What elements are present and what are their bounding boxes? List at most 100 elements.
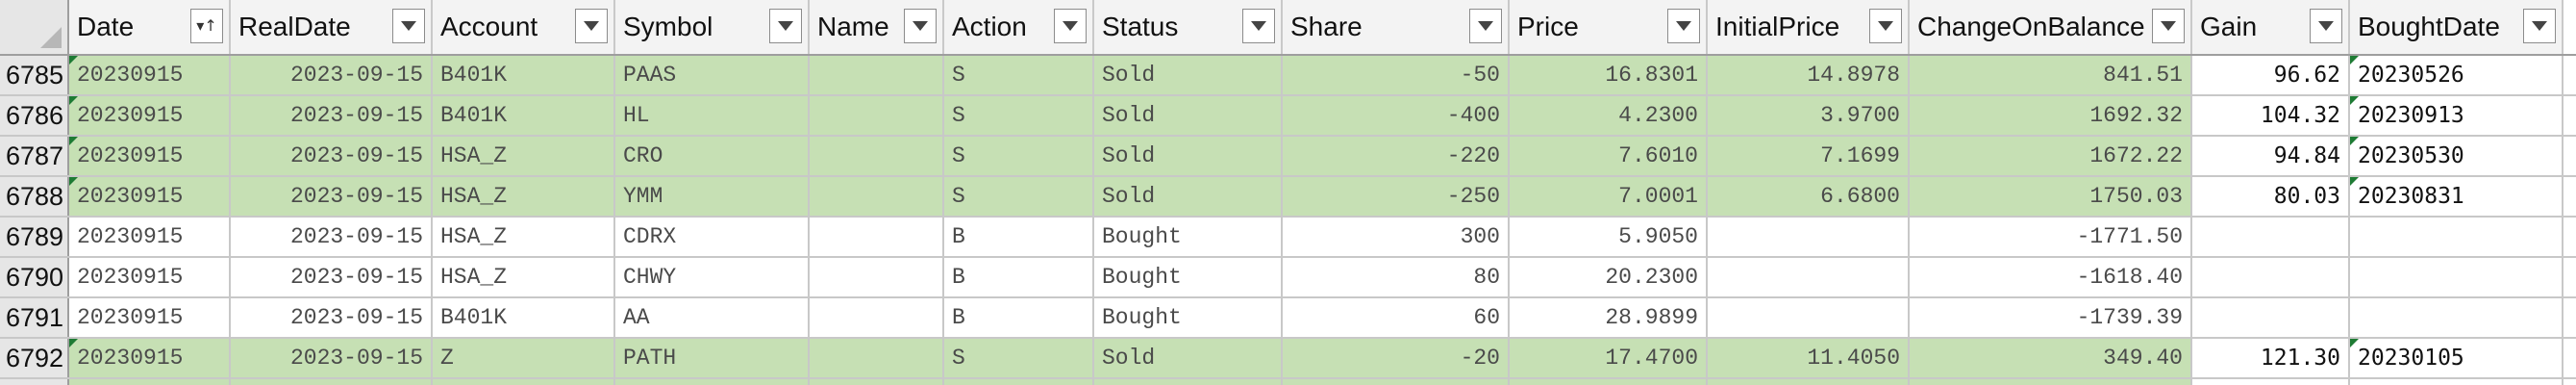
cell-share[interactable]: 80 (1283, 258, 1510, 296)
cell-price[interactable]: 20.2300 (1510, 258, 1708, 296)
cell-realdate[interactable] (231, 379, 433, 385)
cell-boughtdate[interactable]: 20230526 (2350, 56, 2563, 94)
cell-realdate[interactable]: 2023-09-15 (231, 96, 433, 135)
cell-boughtdate[interactable]: 20230105 (2350, 339, 2563, 377)
sort-filter-button[interactable]: ▾↑ (190, 9, 223, 43)
cell-account[interactable]: B401K (433, 298, 615, 337)
column-header-initialprice[interactable]: InitialPrice (1708, 0, 1910, 54)
cell-action[interactable]: S (944, 96, 1094, 135)
cell-symbol[interactable] (615, 379, 810, 385)
cell-boughtdate[interactable] (2350, 298, 2563, 337)
column-header-name[interactable]: Name (810, 0, 944, 54)
filter-dropdown-button[interactable] (1469, 9, 1502, 43)
cell-gain[interactable] (2192, 218, 2350, 256)
cell-status[interactable]: Sold (1094, 177, 1283, 216)
cell-price[interactable]: 7.6010 (1510, 137, 1708, 175)
cell-action[interactable]: S (944, 56, 1094, 94)
select-all-corner[interactable] (0, 0, 69, 54)
cell-gain[interactable]: 96.62 (2192, 56, 2350, 94)
cell-realdate[interactable]: 2023-09-15 (231, 137, 433, 175)
cell-status[interactable]: Sold (1094, 137, 1283, 175)
cell-share[interactable]: 60 (1283, 298, 1510, 337)
cell-price[interactable] (1510, 379, 1708, 385)
cell-boughtdate[interactable] (2350, 379, 2563, 385)
cell-account[interactable]: HSA_Z (433, 258, 615, 296)
filter-dropdown-button[interactable] (2310, 9, 2342, 43)
cell-name[interactable] (810, 379, 944, 385)
cell-name[interactable] (810, 218, 944, 256)
cell-share[interactable]: -50 (1283, 56, 1510, 94)
cell-account[interactable]: HSA_Z (433, 177, 615, 216)
cell-share[interactable]: -400 (1283, 96, 1510, 135)
cell-boughtdate[interactable]: 20230831 (2350, 177, 2563, 216)
cell-initialprice[interactable] (1708, 218, 1910, 256)
filter-dropdown-button[interactable] (1869, 9, 1902, 43)
cell-name[interactable] (810, 56, 944, 94)
cell-gain[interactable]: 94.84 (2192, 137, 2350, 175)
column-header-boughtdate[interactable]: BoughtDate (2350, 0, 2563, 54)
cell-symbol[interactable]: YMM (615, 177, 810, 216)
cell-share[interactable]: 300 (1283, 218, 1510, 256)
cell-date[interactable]: 20230915 (69, 339, 231, 377)
cell-initialprice[interactable]: 14.8978 (1708, 56, 1910, 94)
cell-realdate[interactable]: 2023-09-15 (231, 339, 433, 377)
cell-price[interactable]: 7.0001 (1510, 177, 1708, 216)
cell-share[interactable]: -250 (1283, 177, 1510, 216)
cell-boughtdate[interactable] (2350, 258, 2563, 296)
cell-action[interactable]: S (944, 339, 1094, 377)
column-header-date[interactable]: Date ▾↑ (69, 0, 231, 54)
cell-name[interactable] (810, 137, 944, 175)
cell-share[interactable] (1283, 379, 1510, 385)
cell-date[interactable]: 20230915 (69, 177, 231, 216)
filter-dropdown-button[interactable] (1054, 9, 1087, 43)
cell-status[interactable]: Bought (1094, 298, 1283, 337)
cell-initialprice[interactable]: 3.9700 (1708, 96, 1910, 135)
cell-status[interactable]: Sold (1094, 96, 1283, 135)
column-header-gain[interactable]: Gain (2192, 0, 2350, 54)
row-number[interactable]: 6790 (0, 258, 69, 296)
cell-status[interactable]: Sold (1094, 339, 1283, 377)
cell-price[interactable]: 17.4700 (1510, 339, 1708, 377)
filter-dropdown-button[interactable] (904, 9, 937, 43)
row-number[interactable]: 6787 (0, 137, 69, 175)
filter-dropdown-button[interactable] (1667, 9, 1700, 43)
cell-gain[interactable]: 104.32 (2192, 96, 2350, 135)
cell-initialprice[interactable]: 6.6800 (1708, 177, 1910, 216)
cell-status[interactable]: Bought (1094, 218, 1283, 256)
cell-gain[interactable] (2192, 258, 2350, 296)
cell-boughtdate[interactable]: 20230913 (2350, 96, 2563, 135)
filter-dropdown-button[interactable] (575, 9, 608, 43)
cell-name[interactable] (810, 258, 944, 296)
cell-date[interactable]: 20230915 (69, 298, 231, 337)
column-header-status[interactable]: Status (1094, 0, 1283, 54)
row-number[interactable] (0, 379, 69, 385)
cell-status[interactable] (1094, 379, 1283, 385)
cell-initialprice[interactable]: 7.1699 (1708, 137, 1910, 175)
cell-realdate[interactable]: 2023-09-15 (231, 56, 433, 94)
cell-initialprice[interactable]: 11.4050 (1708, 339, 1910, 377)
cell-realdate[interactable]: 2023-09-15 (231, 177, 433, 216)
row-number[interactable]: 6791 (0, 298, 69, 337)
column-header-symbol[interactable]: Symbol (615, 0, 810, 54)
cell-changeonbalance[interactable]: 1750.03 (1910, 177, 2192, 216)
column-header-account[interactable]: Account (433, 0, 615, 54)
row-number[interactable]: 6786 (0, 96, 69, 135)
cell-symbol[interactable]: AA (615, 298, 810, 337)
cell-action[interactable]: B (944, 298, 1094, 337)
cell-gain[interactable] (2192, 298, 2350, 337)
cell-name[interactable] (810, 96, 944, 135)
cell-symbol[interactable]: CHWY (615, 258, 810, 296)
cell-account[interactable]: Z (433, 339, 615, 377)
cell-account[interactable]: B401K (433, 96, 615, 135)
column-header-price[interactable]: Price (1510, 0, 1708, 54)
cell-action[interactable]: B (944, 258, 1094, 296)
cell-share[interactable]: -220 (1283, 137, 1510, 175)
cell-realdate[interactable]: 2023-09-15 (231, 258, 433, 296)
cell-status[interactable]: Bought (1094, 258, 1283, 296)
cell-date[interactable]: 20230915 (69, 218, 231, 256)
cell-name[interactable] (810, 298, 944, 337)
cell-name[interactable] (810, 339, 944, 377)
cell-action[interactable]: B (944, 218, 1094, 256)
cell-date[interactable]: 20230915 (69, 137, 231, 175)
cell-account[interactable]: B401K (433, 56, 615, 94)
